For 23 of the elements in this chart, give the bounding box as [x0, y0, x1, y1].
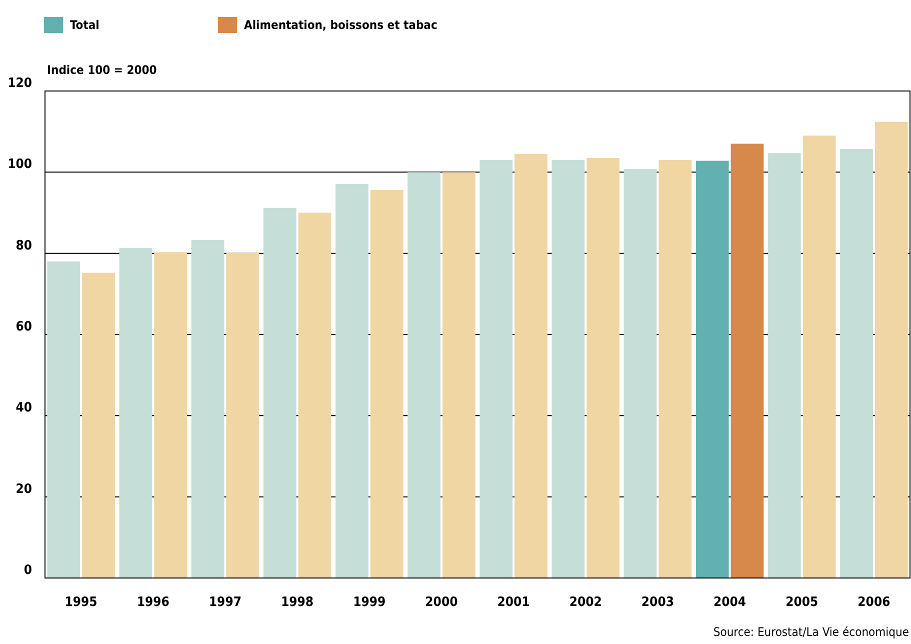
legend-label: Alimentation, boissons et tabac: [244, 18, 438, 32]
legend-label: Total: [70, 18, 100, 32]
y-tick-label: 100: [8, 157, 32, 172]
x-tick-label: 2006: [858, 595, 890, 610]
x-tick-label: 1995: [64, 595, 98, 610]
x-tick-label: 2001: [497, 595, 530, 610]
y-tick-label: 80: [16, 238, 32, 254]
x-tick-label: 2004: [714, 595, 746, 610]
x-tick-label: 1998: [281, 595, 314, 610]
x-tick-label: 2002: [569, 595, 602, 610]
y-tick-label: 60: [16, 320, 32, 334]
x-tick-label: 1997: [208, 595, 242, 610]
y-axis-title: Indice 100 = 2000: [47, 63, 157, 77]
y-tick-label: 0: [24, 563, 32, 578]
x-tick-label: 1996: [136, 595, 170, 610]
y-tick-label: 120: [8, 76, 32, 91]
x-tick-label: 2005: [786, 595, 818, 610]
y-tick-label: 20: [16, 482, 32, 497]
x-tick-label: 1999: [353, 595, 386, 610]
y-tick-label: 40: [16, 400, 32, 416]
x-tick-label: 2003: [641, 595, 674, 610]
source-note: Source: Eurostat/La Vie économique: [713, 625, 910, 639]
x-tick-label: 2000: [425, 595, 458, 610]
